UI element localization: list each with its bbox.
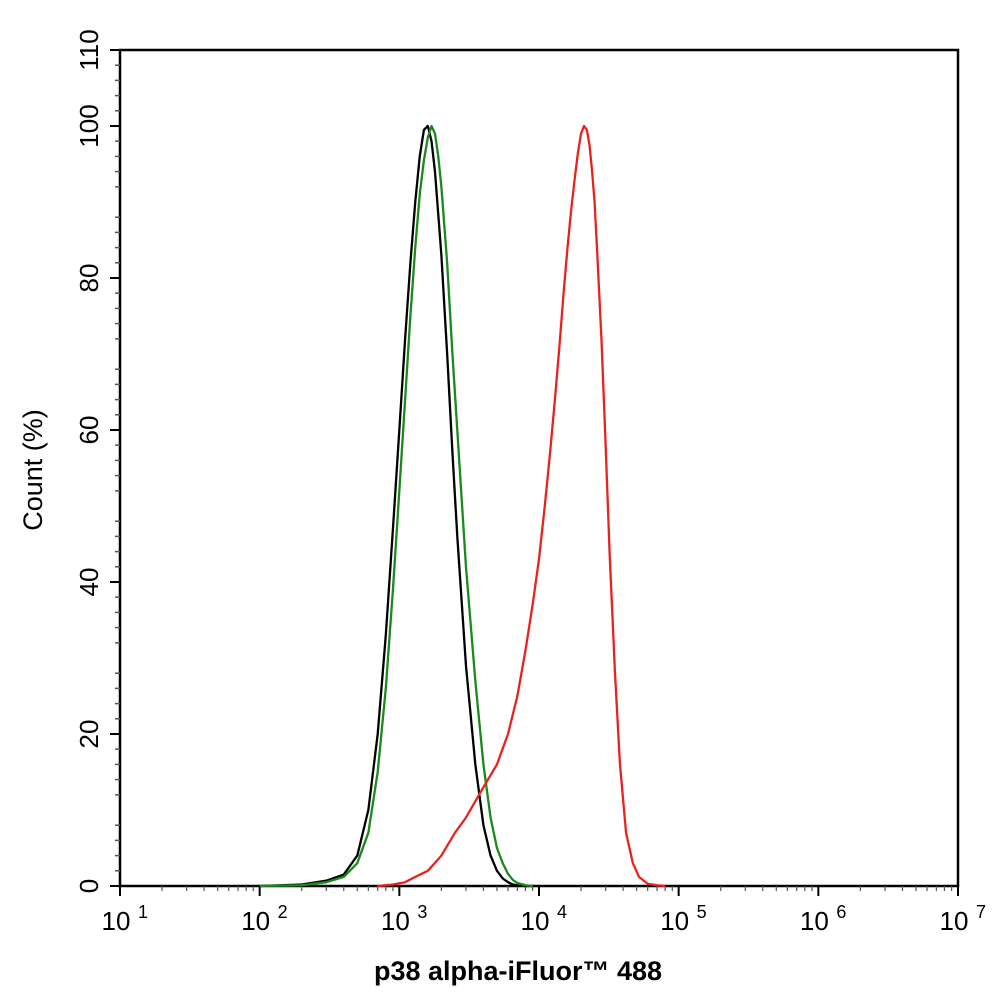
y-axis-ticks: 0 20 40 60 80 100 110	[74, 29, 120, 893]
minor-ticks	[115, 64, 953, 891]
series-line-1	[259, 124, 533, 888]
x-tick-exponent: 3	[417, 902, 427, 922]
x-tick-exponent: 5	[697, 902, 707, 922]
x-tick-label: 10	[521, 906, 550, 936]
x-axis-ticks: 10 1 10 2 10 3 10 4 10 5 10 6 10 7	[102, 886, 986, 936]
x-tick-label: 10	[660, 906, 689, 936]
y-tick-label: 20	[74, 720, 104, 749]
y-tick-label: 100	[74, 104, 104, 147]
y-tick-label: 0	[74, 879, 104, 893]
series-line-3	[377, 124, 666, 888]
x-tick-label: 10	[940, 906, 969, 936]
x-tick-exponent: 7	[976, 902, 986, 922]
x-tick-label: 10	[241, 906, 270, 936]
y-axis-title: Count (%)	[18, 409, 48, 531]
series-line-2	[259, 124, 533, 888]
x-tick-exponent: 4	[557, 902, 567, 922]
series-group	[259, 124, 666, 888]
y-tick-label: 40	[74, 568, 104, 597]
x-tick-exponent: 1	[138, 902, 148, 922]
x-tick-label: 10	[102, 906, 131, 936]
y-tick-label: 80	[74, 264, 104, 293]
x-tick-label: 10	[381, 906, 410, 936]
y-tick-label: 60	[74, 416, 104, 445]
x-tick-exponent: 2	[278, 902, 288, 922]
x-tick-exponent: 6	[836, 902, 846, 922]
x-axis-title: p38 alpha-iFluor™ 488	[374, 956, 662, 986]
x-tick-label: 10	[800, 906, 829, 936]
plot-frame	[118, 48, 960, 888]
y-tick-label: 110	[74, 29, 104, 70]
